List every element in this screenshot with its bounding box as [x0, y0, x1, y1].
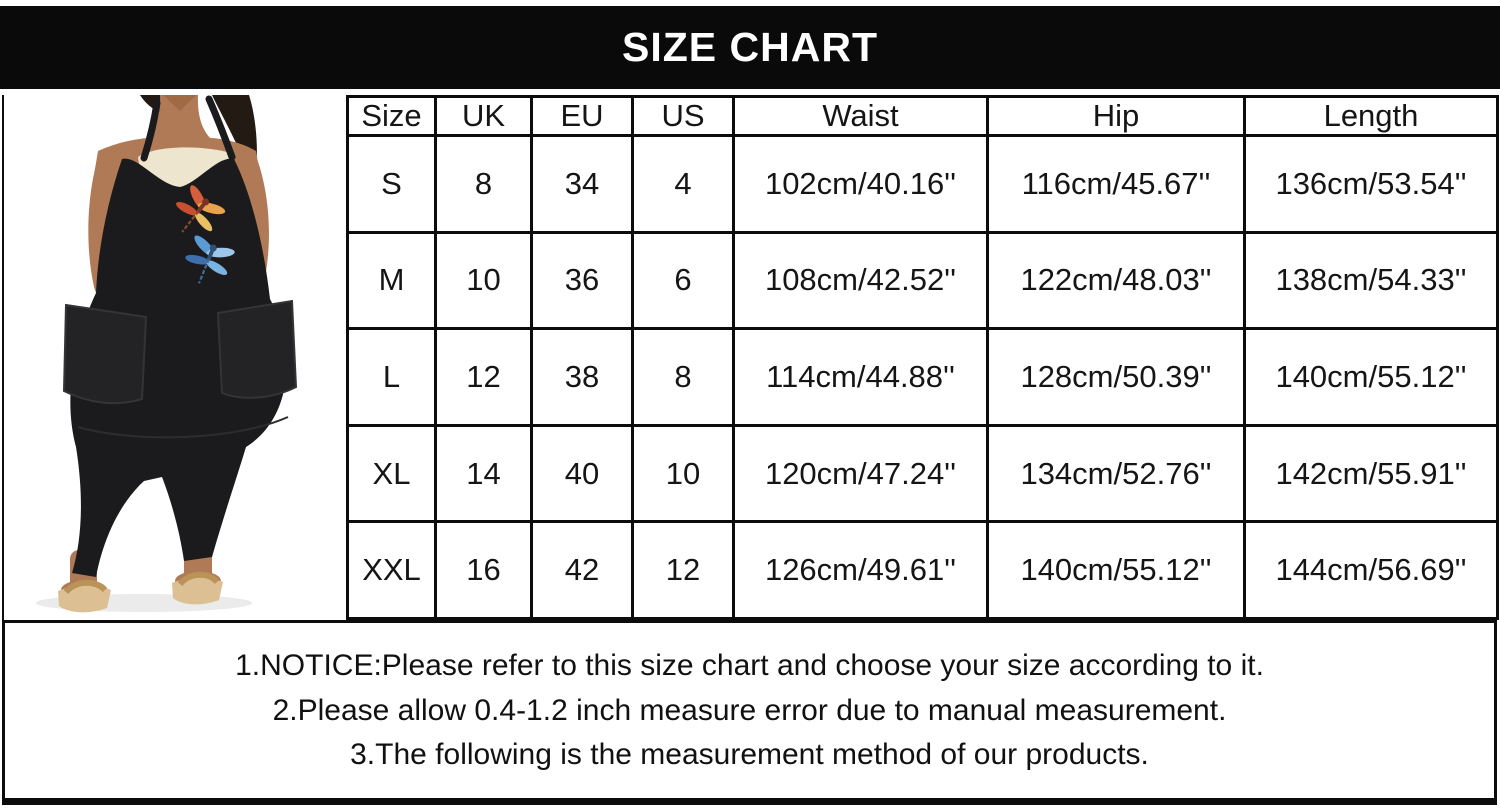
cell-xl-uk: 14 [434, 423, 533, 524]
dragonfly-orange-icon [176, 185, 226, 233]
table-header-row: Size UK EU US Waist Hip Length [346, 95, 1499, 137]
cell-s-length: 136cm/53.54'' [1243, 134, 1499, 234]
cell-xxl-eu: 42 [530, 520, 634, 620]
right-pocket [216, 299, 298, 399]
table-row-m: M 10 36 6 108cm/42.52'' 122cm/48.03'' 138cm/54… [346, 230, 1499, 331]
cell-m-length: 138cm/54.33'' [1243, 230, 1499, 331]
cell-l-eu: 38 [530, 327, 634, 427]
left-sandal [58, 585, 111, 613]
cell-xl-us: 10 [631, 423, 735, 524]
cell-xxl-us: 12 [631, 520, 735, 620]
cell-m-hip: 122cm/48.03'' [986, 230, 1246, 331]
cell-xl-waist: 120cm/47.24'' [732, 423, 989, 524]
hip-seam [77, 416, 289, 439]
column-header-size: Size [346, 95, 437, 137]
left-sandal-strap [63, 579, 108, 595]
right-strap [205, 95, 236, 161]
cell-s-eu: 34 [530, 134, 634, 234]
table-row-xl: XL 14 40 10 120cm/47.24'' 134cm/52.76'' 142cm/… [346, 423, 1499, 524]
main-section: Size UK EU US Waist Hip Length S 8 34 4 102cm/40.1… [2, 95, 1499, 620]
cell-xl-hip: 134cm/52.76'' [986, 423, 1246, 524]
cell-s-size: S [346, 134, 437, 234]
cell-l-size: L [346, 327, 437, 427]
cell-xxl-size: XXL [346, 520, 437, 620]
cell-l-waist: 114cm/44.88'' [732, 327, 989, 427]
cell-l-length: 140cm/55.12'' [1243, 327, 1499, 427]
cell-s-hip: 116cm/45.67'' [986, 134, 1246, 234]
cell-xxl-hip: 140cm/55.12'' [986, 520, 1246, 620]
dragonfly-blue-icon [185, 235, 235, 284]
table-row-l: L 12 38 8 114cm/44.88'' 128cm/50.39'' 140cm/55… [346, 327, 1499, 427]
cell-l-uk: 12 [434, 327, 533, 427]
cell-s-uk: 8 [434, 134, 533, 234]
column-header-us: US [631, 95, 735, 137]
table-row-s: S 8 34 4 102cm/40.16'' 116cm/45.67'' 136cm/53.… [346, 134, 1499, 234]
table-body: S 8 34 4 102cm/40.16'' 116cm/45.67'' 136cm/53.… [346, 134, 1499, 620]
cell-l-hip: 128cm/50.39'' [986, 327, 1246, 427]
cell-m-us: 6 [631, 230, 735, 331]
notice-line-1: 1.NOTICE:Please refer to this size chart… [235, 649, 1264, 683]
notice-line-2: 2.Please allow 0.4-1.2 inch measure erro… [272, 693, 1227, 727]
notice-line-3: 3.The following is the measurement metho… [350, 738, 1149, 772]
notice-box: 1.NOTICE:Please refer to this size chart… [2, 620, 1497, 805]
cell-m-waist: 108cm/42.52'' [732, 230, 989, 331]
chin-shadow [163, 95, 196, 111]
column-header-hip: Hip [986, 95, 1246, 137]
cell-xl-eu: 40 [530, 423, 634, 524]
neck [147, 95, 211, 150]
product-photo [2, 95, 346, 620]
left-pocket [62, 303, 148, 405]
left-strap [140, 99, 161, 162]
cell-m-uk: 10 [434, 230, 533, 331]
cell-xl-length: 142cm/55.91'' [1243, 423, 1499, 524]
table-row-xxl: XXL 16 42 12 126cm/49.61'' 140cm/55.12'' 144cm… [346, 520, 1499, 620]
column-header-length: Length [1243, 95, 1499, 137]
header-bar: SIZE CHART [0, 6, 1500, 89]
cell-s-us: 4 [631, 134, 735, 234]
column-header-waist: Waist [732, 95, 989, 137]
cell-xxl-waist: 126cm/49.61'' [732, 520, 989, 620]
cell-m-size: M [346, 230, 437, 331]
cell-xxl-uk: 16 [434, 520, 533, 620]
cell-xl-size: XL [346, 423, 437, 524]
right-sandal-strap [177, 571, 220, 587]
cell-xxl-length: 144cm/56.69'' [1243, 520, 1499, 620]
column-header-eu: EU [530, 95, 634, 137]
cell-l-us: 8 [631, 327, 735, 427]
hair-right-strand [212, 95, 257, 189]
column-header-uk: UK [434, 95, 533, 137]
right-sandal [172, 577, 223, 605]
size-table: Size UK EU US Waist Hip Length S 8 34 4 102cm/40.1… [346, 95, 1499, 620]
page-title: SIZE CHART [622, 24, 878, 70]
model-illustration [36, 95, 298, 613]
cell-s-waist: 102cm/40.16'' [732, 134, 989, 234]
cell-m-eu: 36 [530, 230, 634, 331]
jumpsuit [70, 158, 287, 578]
